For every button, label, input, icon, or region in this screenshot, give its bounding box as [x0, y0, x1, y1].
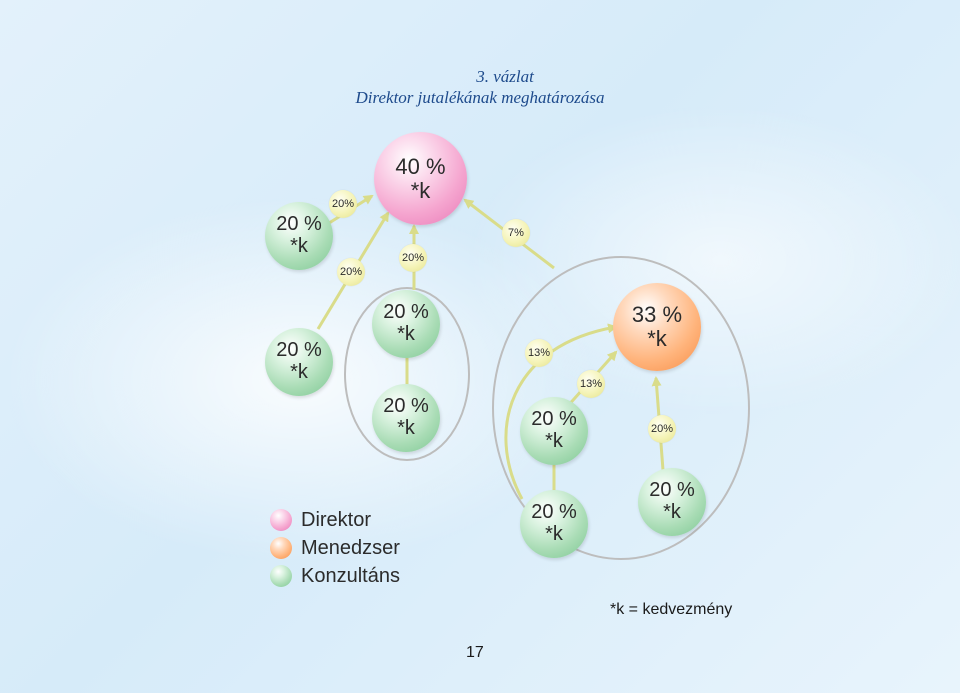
diagram-title: Direktor jutalékának meghatározása — [355, 88, 605, 107]
legend-item-konzultans: Konzultáns — [270, 562, 400, 590]
edge-label-right-group: 7% — [502, 219, 530, 247]
node-percent: 20 % — [649, 479, 695, 502]
legend-item-direktor: Direktor — [270, 506, 400, 534]
node-k: *k — [545, 523, 563, 545]
group-outline-right — [492, 256, 750, 560]
legend-swatch-menedzser — [270, 537, 292, 559]
consultant-node-right-mid: 20 % *k — [520, 397, 588, 465]
legend-label: Direktor — [301, 508, 372, 531]
node-percent: 20 % — [531, 408, 577, 431]
legend: Direktor Menedzser Konzultáns — [270, 506, 400, 590]
node-percent: 20 % — [383, 301, 429, 324]
legend-swatch-konzultans — [270, 565, 292, 587]
node-percent: 20 % — [383, 395, 429, 418]
direktor-node: 40 % *k — [374, 132, 467, 225]
node-percent: 20 % — [276, 213, 322, 236]
node-k: *k — [290, 361, 308, 383]
manager-node: 33 % *k — [613, 283, 701, 371]
arrow-sub-left — [504, 323, 618, 500]
node-percent: 20 % — [531, 501, 577, 524]
edge-label-center: 20% — [399, 244, 427, 272]
legend-label: Konzultáns — [301, 564, 400, 587]
consultant-node-center-upper: 20 % *k — [372, 290, 440, 358]
node-percent: 20 % — [276, 339, 322, 362]
k-definition-note: *k = kedvezmény — [610, 601, 733, 618]
consultant-node-center-lower: 20 % *k — [372, 384, 440, 452]
edge-label-top-left: 20% — [329, 190, 357, 218]
node-k: *k — [290, 235, 308, 257]
diagram-number: 3. vázlat — [476, 67, 534, 86]
edge-label-sub-mid: 13% — [577, 370, 605, 398]
node-percent: 33 % — [631, 302, 683, 328]
node-k: *k — [410, 177, 431, 203]
legend-label: Menedzser — [301, 536, 400, 559]
consultant-node-left-top: 20 % *k — [265, 202, 333, 270]
group-outline-center — [344, 287, 470, 461]
legend-item-menedzser: Menedzser — [270, 534, 400, 562]
node-k: *k — [545, 430, 563, 452]
node-k: *k — [397, 417, 415, 439]
node-k: *k — [663, 501, 681, 523]
edge-label-sub-left: 13% — [525, 339, 553, 367]
edge-label-left-lower: 20% — [337, 258, 365, 286]
legend-swatch-direktor — [270, 509, 292, 531]
page-number: 17 — [466, 644, 484, 661]
consultant-node-right-bottom-right: 20 % *k — [638, 468, 706, 536]
consultant-node-right-bottom-left: 20 % *k — [520, 490, 588, 558]
node-percent: 40 % — [395, 153, 446, 179]
node-k: *k — [397, 323, 415, 345]
edge-label-sub-right: 20% — [648, 415, 676, 443]
consultant-node-left-mid: 20 % *k — [265, 328, 333, 396]
node-k: *k — [647, 326, 667, 351]
